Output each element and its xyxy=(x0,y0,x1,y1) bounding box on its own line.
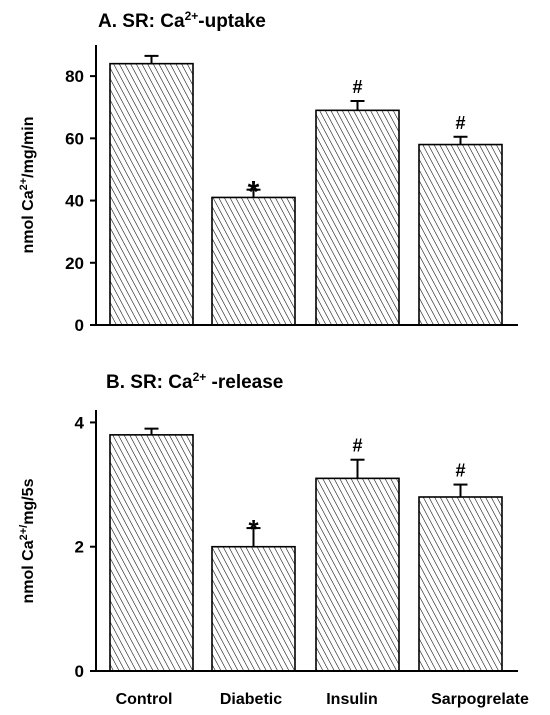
bar-sarpogrelate xyxy=(418,143,503,326)
bar-control xyxy=(109,62,194,326)
y-tick-label: 60 xyxy=(65,129,84,148)
category-label: Sarpogrelate xyxy=(431,691,529,708)
y-tick-label: 40 xyxy=(65,192,84,211)
significance-marker: # xyxy=(455,461,465,481)
significance-marker: * xyxy=(248,514,259,544)
bar-sarpogrelate xyxy=(418,496,503,672)
panel-title: B. SR: Ca2+ -release xyxy=(106,370,283,393)
panel-a-chart: A. SR: Ca2+-uptake nmol Ca2+/mg/min * # #0 20… xyxy=(18,9,518,335)
y-tick-label: 80 xyxy=(65,67,84,86)
bar-diabetic xyxy=(211,545,296,672)
panel-title: A. SR: Ca2+-uptake xyxy=(98,9,266,32)
significance-marker: * xyxy=(248,176,260,209)
bar-diabetic xyxy=(211,196,296,326)
y-tick-label: 0 xyxy=(75,316,84,335)
bar-insulin xyxy=(315,477,400,672)
y-tick-label: 0 xyxy=(75,662,84,681)
y-tick-label: 2 xyxy=(75,538,84,557)
significance-marker: # xyxy=(455,113,465,133)
y-axis-label: nmol Ca2+/mg/5s xyxy=(18,478,37,603)
category-label: Diabetic xyxy=(220,691,282,708)
category-label: Control xyxy=(116,691,173,708)
bar-control xyxy=(109,434,194,672)
category-label: Insulin xyxy=(326,691,378,708)
significance-marker: # xyxy=(352,436,362,456)
panel-b-chart: B. SR: Ca2+ -release nmol Ca2+/mg/5s * # #0 2… xyxy=(18,370,529,708)
y-axis-label: nmol Ca2+/mg/min xyxy=(18,116,37,253)
significance-marker: # xyxy=(352,77,362,97)
y-tick-label: 4 xyxy=(75,413,85,432)
bar-insulin xyxy=(315,109,400,326)
y-tick-label: 20 xyxy=(65,254,84,273)
